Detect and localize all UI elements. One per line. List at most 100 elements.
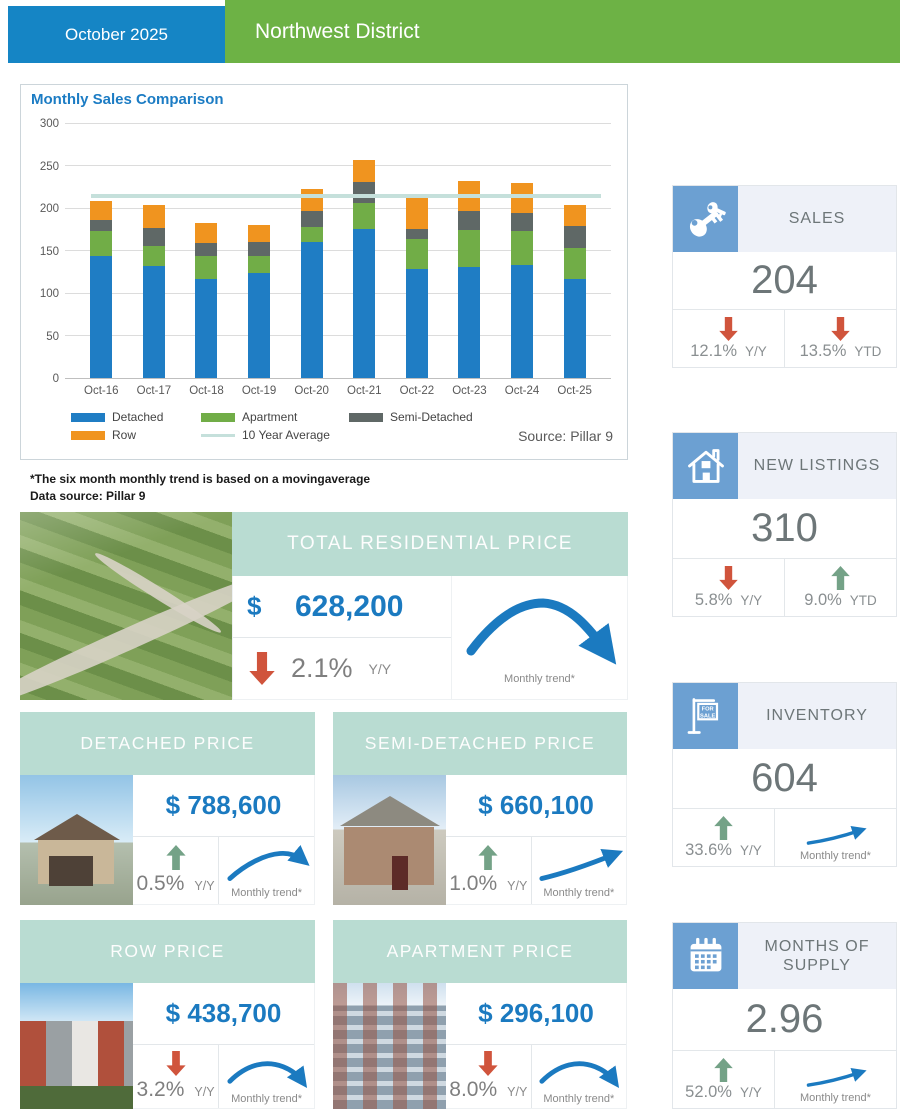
house-icon	[687, 449, 724, 483]
total-price-change-row: 2.1% Y/Y	[233, 638, 451, 699]
x-tick-label: Oct-24	[504, 385, 540, 397]
segment-detached	[195, 278, 218, 378]
segment-row	[300, 189, 323, 211]
svg-text:FOR: FOR	[701, 707, 714, 713]
change-period-label: Y/Y	[507, 1085, 528, 1099]
trend-cell: Monthly trend*	[530, 1045, 626, 1108]
segment-row	[563, 204, 586, 226]
ytd-change-cell: 9.0% YTD	[784, 559, 896, 616]
segment-detached	[511, 264, 534, 378]
apartment-building-photo	[333, 983, 446, 1109]
total-price-trend-cell: Monthly trend*	[451, 576, 627, 699]
y-tick-label: 0	[52, 373, 59, 385]
door-shape	[391, 855, 408, 890]
segment-semi-detached	[300, 210, 323, 227]
card-header: ROW PRICE	[20, 920, 315, 983]
segment-semi-detached	[405, 229, 428, 240]
card-bottom: 0.5% Y/Y Monthly trend*	[133, 837, 314, 904]
chart-plot-area: 0 50 100 150 200 250 300	[40, 118, 611, 385]
card-bottom: 1.0% Y/Y Monthly trend*	[446, 837, 626, 904]
y-tick-label: 50	[46, 330, 59, 343]
stacked-bar-Oct-21	[353, 159, 376, 378]
icon-box	[673, 923, 738, 989]
yy-change-cell: 33.6% Y/Y	[673, 809, 774, 866]
change-cell: 3.2% Y/Y	[133, 1045, 218, 1108]
segment-apartment	[195, 256, 218, 279]
total-residential-price-header: TOTAL RESIDENTIAL PRICE	[232, 512, 628, 576]
y-tick-label: 150	[39, 245, 59, 258]
card-header: APARTMENT PRICE	[333, 920, 627, 983]
yy-change-cell: 12.1% Y/Y	[673, 310, 784, 367]
segment-semi-detached	[563, 225, 586, 248]
new-listings-card: NEW LISTINGS 310 5.8% Y/Y 9.0% YTD	[672, 432, 897, 617]
building-stripes	[333, 983, 446, 1109]
card-title: INVENTORY	[738, 683, 896, 749]
y-tick-label: 200	[39, 203, 59, 215]
building-photo-art	[333, 983, 446, 1109]
semi-detached-price-card: SEMI-DETACHED PRICE $ 660,100 1.0% Y/Y	[333, 712, 627, 905]
x-tick-label: Oct-19	[241, 385, 277, 397]
trend-caption: Monthly trend*	[543, 1092, 615, 1105]
price-value: $ 660,100	[446, 775, 626, 837]
segment-semi-detached	[195, 242, 218, 257]
card-bottom: 52.0% Y/Y Monthly trend*	[673, 1051, 896, 1108]
card-top: FOR SALE INVENTORY	[673, 683, 896, 749]
report-period: October 2025	[64, 24, 168, 44]
up-arrow-icon	[831, 565, 850, 590]
chart-title: Monthly Sales Comparison	[31, 91, 224, 108]
card-body: $ 438,700 3.2% Y/Y Monthly trend*	[20, 983, 315, 1109]
up-arrow-icon	[165, 845, 186, 870]
trend-caption: Monthly trend*	[799, 850, 871, 862]
footnote-trend: *The six month monthly trend is based on…	[30, 472, 371, 486]
gridline-0	[65, 377, 611, 379]
legend-item-row: Row	[71, 428, 201, 442]
months-of-supply-value: 2.96	[673, 989, 896, 1051]
segment-apartment	[405, 239, 428, 270]
segment-detached	[248, 272, 271, 378]
card-title: DETACHED PRICE	[80, 733, 255, 753]
card-top: SALES	[673, 186, 896, 252]
card-top: NEW LISTINGS	[673, 433, 896, 499]
monthly-trend-arrow	[807, 1068, 868, 1087]
road-shape	[20, 564, 232, 700]
trend-caption: Monthly trend*	[543, 886, 615, 899]
legend-item-semi-detached: Semi-Detached	[349, 410, 473, 424]
legend-label: Row	[112, 428, 137, 442]
keys-icon	[689, 202, 726, 237]
x-tick-label: Oct-18	[189, 385, 224, 397]
change-period-label: Y/Y	[739, 1084, 762, 1100]
house-body-shape	[344, 827, 435, 885]
detached-house-photo	[20, 775, 133, 905]
segment-row	[90, 201, 113, 220]
legend-item-detached: Detached	[71, 410, 201, 424]
trend-caption: Monthly trend*	[231, 886, 302, 899]
svg-text:SALE: SALE	[700, 714, 715, 720]
semi-detached-house-photo	[333, 775, 446, 905]
house-photo-art	[20, 775, 133, 905]
legend-label: 10 Year Average	[242, 428, 330, 442]
segment-row	[248, 225, 271, 243]
up-arrow-icon	[714, 815, 733, 840]
down-arrow-icon	[831, 316, 850, 341]
change-percent: 0.5%	[136, 872, 185, 895]
card-title: APARTMENT PRICE	[386, 941, 574, 961]
sales-value: 204	[673, 252, 896, 310]
segment-semi-detached	[248, 242, 271, 257]
change-percent: 52.0%	[685, 1082, 732, 1101]
change-percent: 3.2%	[136, 1078, 185, 1101]
monthly-trend-arrow	[226, 844, 310, 881]
stacked-bar-Oct-18	[195, 223, 218, 378]
detached-price-card: DETACHED PRICE $ 788,600 0.5% Y/Y	[20, 712, 315, 905]
chart-legend: Detached Apartment Semi-Detached Row 10 …	[71, 410, 473, 442]
change-cell: 1.0% Y/Y	[446, 837, 531, 904]
gridline-150	[65, 250, 611, 251]
row-swatch-icon	[71, 430, 105, 440]
down-arrow-icon	[165, 1051, 186, 1076]
stacked-bar-Oct-19	[248, 225, 271, 378]
inventory-card: FOR SALE INVENTORY 604 33.6% Y/Y Monthly…	[672, 682, 897, 867]
icon-box	[673, 433, 738, 499]
gridline-250	[65, 165, 611, 166]
change-percent: 2.1%	[291, 653, 353, 683]
monthly-trend-arrow	[539, 848, 623, 881]
aerial-neighbourhood-photo	[20, 512, 232, 700]
